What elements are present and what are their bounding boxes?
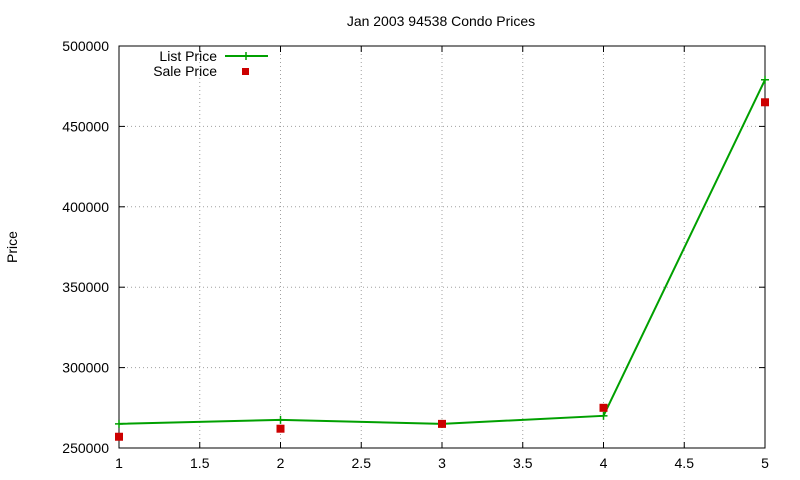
y-tick-label: 350000 [62,279,109,295]
list-price-point [761,75,769,84]
y-tick-label: 400000 [62,199,109,215]
y-tick-label: 250000 [62,440,109,456]
x-tick-label: 2 [277,455,285,471]
x-tick-label: 3.5 [513,455,533,471]
x-tick-label: 1.5 [190,455,210,471]
y-axis-label: Price [4,231,20,263]
sale-price-point [761,98,769,107]
legend: List Price Sale Price [153,48,268,79]
chart-title: Jan 2003 94538 Condo Prices [347,13,535,29]
legend-marker-sale-price [242,68,249,75]
sale-price-point [115,432,123,441]
x-tick-label: 2.5 [352,455,372,471]
sale-price-point [599,403,608,412]
x-tick-label: 4.5 [675,455,695,471]
grid [119,46,765,448]
y-axis-tick-labels: 250000 300000 350000 400000 450000 500000 [62,38,109,456]
series [115,75,769,441]
x-tick-label: 5 [761,455,769,471]
legend-marker-list-price [242,52,250,60]
y-tick-label: 300000 [62,360,109,376]
legend-label-list-price: List Price [159,48,217,64]
x-tick-label: 4 [600,455,608,471]
y-tick-label: 500000 [62,38,109,54]
x-tick-label: 1 [115,455,123,471]
sale-price-point [276,424,285,433]
list-price-point [276,415,285,424]
sale-price-point [438,419,446,428]
list-price-line [118,79,766,425]
list-price-point [599,411,608,420]
legend-label-sale-price: Sale Price [153,63,217,79]
list-price-point [115,419,123,428]
x-axis-tick-labels: 1 1.5 2 2.5 3 3.5 4 4.5 5 [115,455,769,471]
axis-ticks [118,45,766,449]
x-tick-label: 3 [438,455,446,471]
y-tick-label: 450000 [62,118,109,134]
